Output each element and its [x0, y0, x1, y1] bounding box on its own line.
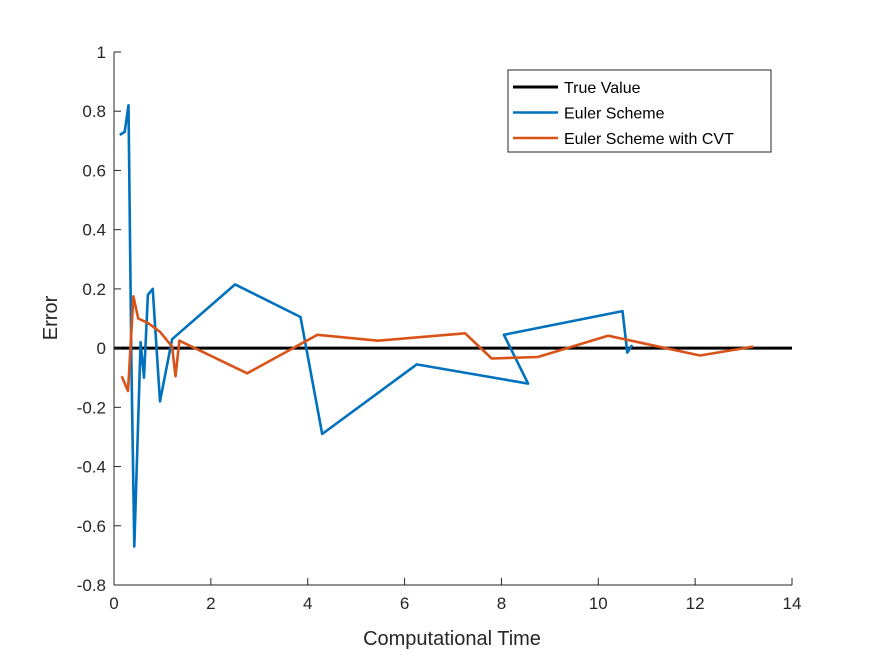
x-tick-label: 8 — [497, 594, 506, 613]
legend-entry-label: Euler Scheme — [564, 106, 665, 123]
x-tick-label: 0 — [109, 594, 118, 613]
y-tick-label: 0 — [97, 339, 106, 358]
y-tick-label: 0.6 — [82, 161, 106, 180]
y-tick-label: 0.4 — [82, 221, 106, 240]
y-axis-label: Error — [40, 295, 62, 340]
y-tick-label: -0.4 — [77, 458, 106, 477]
y-tick-label: -0.2 — [77, 398, 106, 417]
y-tick-label: -0.6 — [77, 517, 106, 536]
series-line-1 — [119, 104, 634, 548]
x-tick-label: 12 — [686, 594, 705, 613]
y-tick-label: -0.8 — [77, 576, 106, 595]
legend-entry-label: Euler Scheme with CVT — [564, 131, 734, 148]
series-line-2 — [120, 294, 754, 393]
y-tick-label: 0.8 — [82, 102, 106, 121]
x-tick-label: 14 — [783, 594, 802, 613]
y-tick-label: 1 — [97, 43, 106, 62]
legend: True Value Euler Scheme Euler Scheme with … — [507, 69, 772, 153]
x-tick-label: 10 — [589, 594, 608, 613]
x-tick-label: 4 — [303, 594, 312, 613]
x-axis-label: Computational Time — [363, 628, 541, 650]
axes-layer: 0 2 4 6 8 10 12 14 -0.8 -0.6 -0.4 -0.2 0 0.2 0.4 0.6 0.8… — [77, 43, 802, 613]
series-layer — [114, 104, 792, 548]
y-tick-label: 0.2 — [82, 280, 106, 299]
legend-entry-label: True Value — [564, 80, 641, 97]
x-tick-label: 2 — [206, 594, 215, 613]
x-tick-label: 6 — [400, 594, 409, 613]
